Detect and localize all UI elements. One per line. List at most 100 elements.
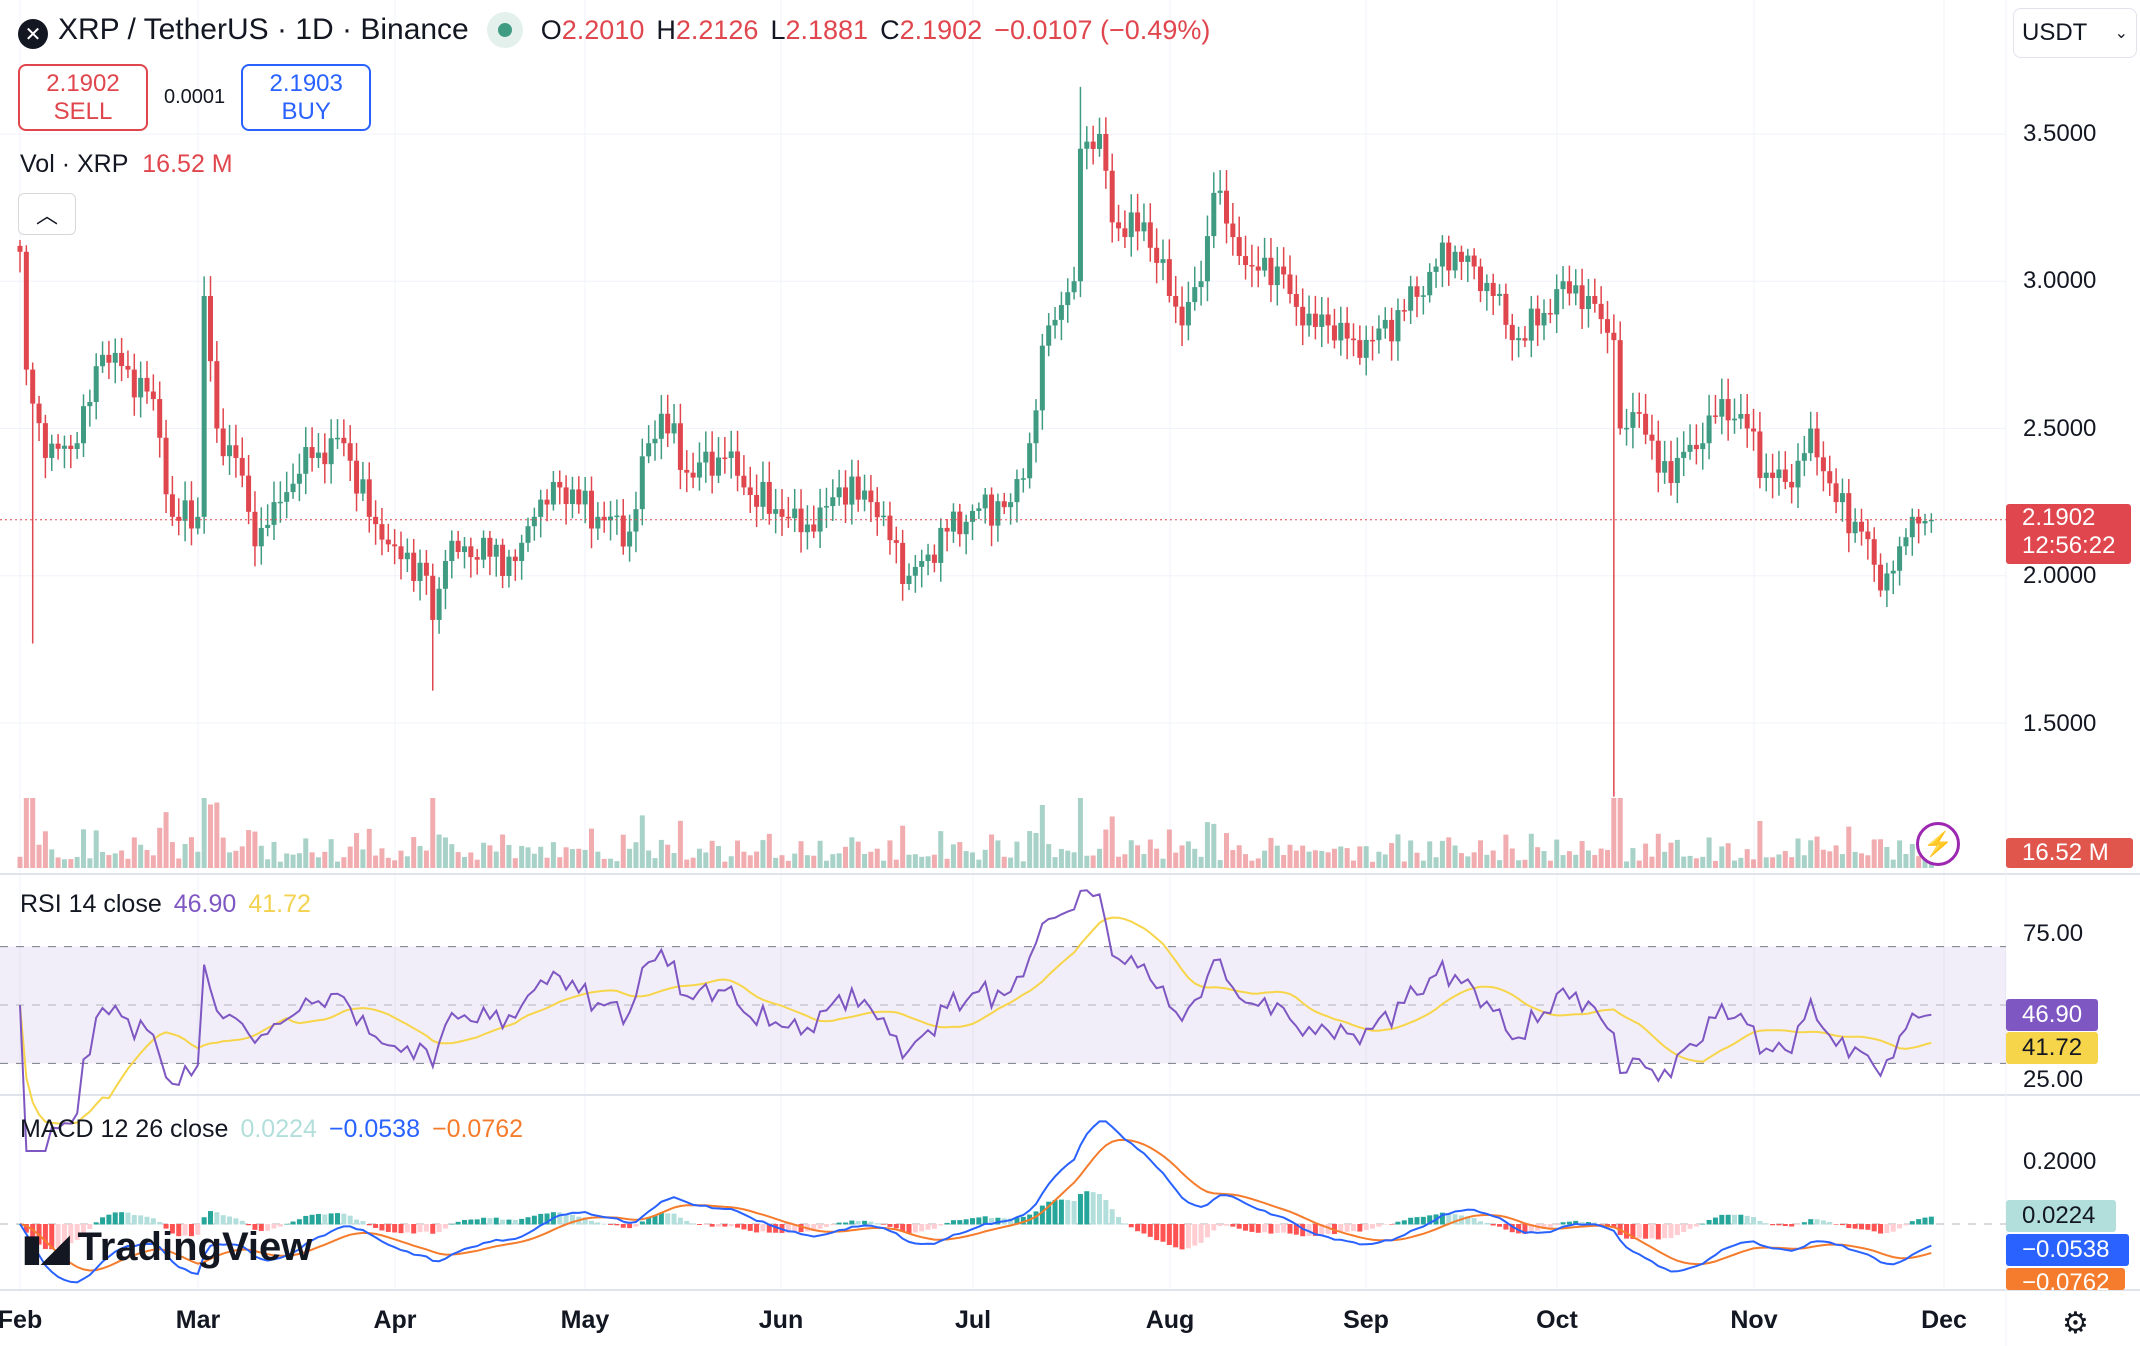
candle-body <box>849 476 855 505</box>
macd-histogram-bar <box>1700 1223 1706 1225</box>
buy-button[interactable]: 2.1903 BUY <box>241 64 372 131</box>
volume-bar <box>709 840 715 868</box>
volume-bar <box>1674 839 1680 868</box>
rsi-line <box>19 889 1932 1152</box>
volume-bar <box>823 860 829 868</box>
macd-histogram-bar <box>881 1224 887 1225</box>
candle-body <box>1281 266 1287 275</box>
volume-bar <box>1484 854 1490 868</box>
rsi-legend[interactable]: RSI 14 close 46.90 41.72 <box>20 890 311 919</box>
candle-body <box>1566 281 1572 294</box>
volume-bar <box>754 851 760 868</box>
volume-bar <box>747 855 753 868</box>
month-label: Dec <box>1921 1306 1967 1334</box>
candle-body <box>1262 257 1268 271</box>
macd-histogram-bar <box>68 1224 74 1244</box>
candle-body <box>1192 287 1198 303</box>
volume-bar <box>970 852 975 868</box>
volume-bar <box>455 852 461 868</box>
macd-histogram-bar <box>1725 1214 1731 1225</box>
macd-legend[interactable]: MACD 12 26 close 0.0224 −0.0538 −0.0762 <box>20 1115 523 1144</box>
volume-bar <box>1541 851 1547 868</box>
candle-body <box>722 457 728 460</box>
macd-histogram-bar <box>49 1224 55 1250</box>
candle-body <box>1433 266 1439 272</box>
volume-bar <box>1008 857 1014 868</box>
volume-bar <box>150 855 156 868</box>
volume-bar <box>392 860 398 868</box>
macd-histogram-bar <box>1681 1224 1687 1232</box>
candle-body <box>290 483 296 493</box>
volume-bar <box>785 860 791 868</box>
macd-histogram-bar <box>1605 1224 1610 1227</box>
macd-histogram-bar <box>398 1224 404 1234</box>
macd-histogram-bar <box>512 1219 518 1225</box>
candle-body <box>1916 516 1922 524</box>
volume-bar <box>1859 853 1864 868</box>
volume-bar <box>1395 834 1401 868</box>
macd-histogram-bar <box>246 1224 252 1226</box>
macd-histogram-bar <box>862 1220 868 1225</box>
candle-body <box>633 509 639 532</box>
candle-body <box>392 544 398 547</box>
volume-bar <box>1751 859 1757 868</box>
volume-bar <box>1185 841 1191 868</box>
volume-bar <box>157 827 163 868</box>
candle-body <box>322 452 328 465</box>
candle-body <box>963 521 969 535</box>
symbol-header: ✕ XRP / TetherUS · 1D · Binance O2.2010 … <box>18 12 1210 49</box>
volume-bar <box>258 845 264 868</box>
macd-histogram-bar <box>519 1218 525 1225</box>
macd-histogram-bar <box>569 1214 575 1225</box>
volume-bar <box>1103 829 1109 868</box>
candle-body <box>119 352 125 367</box>
macd-tag: −0.0538 <box>2006 1234 2130 1266</box>
volume-bar <box>1725 843 1731 868</box>
volume-legend[interactable]: Vol · XRP 16.52 M <box>20 150 233 179</box>
sell-button[interactable]: 2.1902 SELL <box>18 64 148 131</box>
macd-histogram-bar <box>1808 1219 1814 1225</box>
volume-bar <box>703 852 709 868</box>
candle-body <box>1274 266 1280 286</box>
volume-bar <box>398 850 404 868</box>
open-label: O <box>540 14 562 45</box>
macd-histogram-bar <box>347 1215 353 1225</box>
macd-histogram-bar <box>468 1219 474 1225</box>
candle-body <box>1122 228 1128 238</box>
currency-select[interactable]: USDT ⌄ <box>2013 8 2137 58</box>
volume-bar <box>798 841 804 868</box>
candle-body <box>1846 493 1852 534</box>
candle-body <box>1712 415 1718 417</box>
volume-bar <box>1839 854 1845 868</box>
macd-histogram-bar <box>1782 1224 1788 1227</box>
macd-histogram-bar <box>1287 1224 1293 1234</box>
volume-bar <box>1033 832 1039 868</box>
macd-histogram-bar <box>754 1224 760 1233</box>
volume-bar <box>246 830 252 868</box>
collapse-legend-button[interactable]: ︿ <box>18 193 76 235</box>
candle-body <box>176 516 182 521</box>
volume-bar <box>417 845 423 868</box>
candle-body <box>284 492 290 502</box>
lightning-icon[interactable]: ⚡ <box>1916 822 1960 866</box>
volume-bar <box>481 842 487 868</box>
macd-histogram-bar <box>728 1224 734 1227</box>
candle-body <box>81 406 86 444</box>
volume-bar <box>1160 858 1166 868</box>
settings-gear-icon[interactable]: ⚙ <box>2062 1307 2089 1340</box>
macd-histogram-bar <box>1128 1224 1134 1228</box>
market-open-dot-icon <box>486 12 523 48</box>
macd-histogram-bar <box>1516 1224 1522 1234</box>
candle-body <box>220 428 226 457</box>
candle-body <box>728 451 734 458</box>
volume-bar <box>1389 843 1395 868</box>
macd-histogram-bar <box>195 1224 201 1235</box>
candle-body <box>677 423 683 470</box>
macd-histogram-bar <box>506 1219 512 1225</box>
volume-bar <box>982 849 988 868</box>
tradingview-logo[interactable]: ▮◢ TradingView <box>22 1225 312 1270</box>
volume-bar <box>716 845 721 868</box>
macd-histogram-bar <box>1566 1221 1572 1225</box>
symbol-title[interactable]: XRP / TetherUS · 1D · Binance <box>58 13 469 46</box>
